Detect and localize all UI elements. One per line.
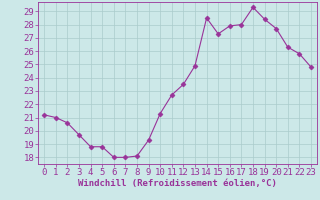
X-axis label: Windchill (Refroidissement éolien,°C): Windchill (Refroidissement éolien,°C) xyxy=(78,179,277,188)
